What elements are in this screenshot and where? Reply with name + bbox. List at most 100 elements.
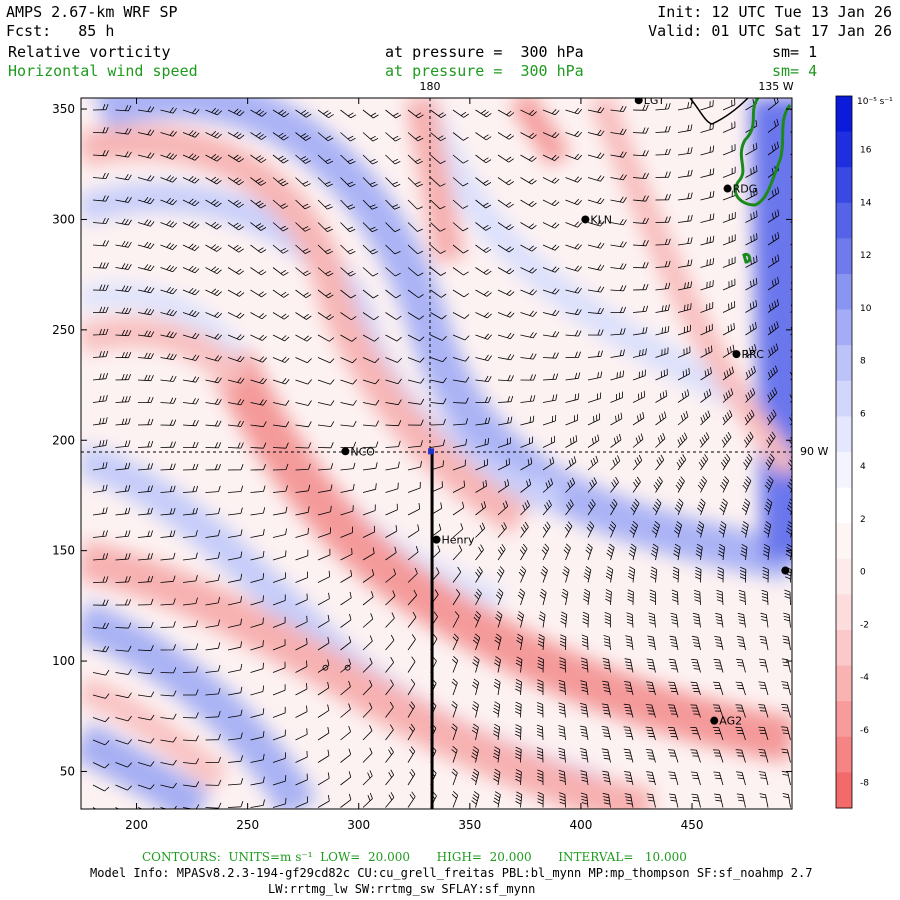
wind-barb <box>646 793 656 808</box>
wind-barb <box>452 267 469 276</box>
wind-barb <box>137 352 154 360</box>
wind-barb <box>699 432 710 448</box>
wind-barb <box>205 244 222 252</box>
wind-barb <box>700 345 713 358</box>
wind-barb <box>340 636 352 651</box>
x-tick-label: 300 <box>347 818 370 832</box>
wind-barb <box>497 437 511 448</box>
wind-barb <box>182 485 199 493</box>
pressure-2-label: at pressure = 300 hPa <box>385 62 584 80</box>
wind-barb <box>160 264 178 273</box>
wind-barb <box>227 618 242 628</box>
wind-barb <box>579 725 589 741</box>
wind-barb <box>655 125 671 133</box>
wind-barb <box>497 544 506 561</box>
wind-barb <box>250 377 267 385</box>
wind-barb <box>700 323 713 336</box>
wind-barb <box>160 552 176 561</box>
wind-barb <box>520 457 533 471</box>
wind-barb <box>610 196 627 203</box>
wind-barb <box>452 588 461 606</box>
wind-barb <box>317 177 333 187</box>
wind-barb <box>520 331 537 339</box>
wind-barb <box>735 726 746 741</box>
wind-barb <box>587 350 603 358</box>
wind-barb <box>520 222 537 230</box>
wind-barb <box>160 130 177 137</box>
wind-barb <box>160 309 177 317</box>
wind-barb <box>744 409 755 426</box>
wind-barb <box>317 570 331 583</box>
wind-barb <box>520 289 537 296</box>
station-label: LGT <box>644 94 665 107</box>
wind-barb <box>497 311 515 318</box>
wind-barb <box>272 797 287 808</box>
wind-barb <box>565 456 577 471</box>
wind-barb <box>690 704 701 718</box>
wind-barb <box>452 132 469 141</box>
wind-barb <box>385 399 402 406</box>
wind-barb <box>587 329 604 336</box>
wind-barb <box>160 485 176 493</box>
wind-barb <box>475 544 484 561</box>
wind-barb <box>565 107 583 115</box>
wind-barb <box>182 153 200 161</box>
wind-barb <box>520 109 537 117</box>
wind-barb <box>182 332 200 340</box>
wind-barb <box>745 188 758 201</box>
wind-barb <box>407 461 422 471</box>
wind-barb <box>362 379 380 385</box>
wind-barb <box>115 715 132 722</box>
wind-barb <box>340 109 357 119</box>
wind-barb <box>317 795 330 808</box>
wind-barb <box>250 109 267 117</box>
wind-barb <box>762 566 769 583</box>
wind-barb <box>605 566 614 583</box>
wind-barb <box>565 414 578 426</box>
wind-barb <box>497 109 515 117</box>
wind-barb <box>700 280 714 291</box>
colorbar-swatch <box>836 772 852 809</box>
wind-barb <box>452 199 469 209</box>
wind-barb <box>115 762 132 768</box>
wind-barb <box>601 726 611 741</box>
wind-barb <box>160 805 177 809</box>
wind-barb <box>137 737 155 744</box>
wind-barb <box>92 553 109 561</box>
colorbar-swatch <box>836 736 852 773</box>
wind-barb <box>471 768 480 786</box>
wind-barb <box>624 681 634 696</box>
meridian-180-label: 180 <box>420 80 441 93</box>
colorbar-swatch <box>836 487 852 524</box>
wind-barb <box>632 195 649 202</box>
wind-barb <box>632 262 649 269</box>
wind-barb <box>205 574 220 583</box>
wind-barb <box>495 610 503 628</box>
wind-barb <box>668 749 679 763</box>
wind-barb <box>719 498 728 516</box>
wind-barb <box>632 412 645 426</box>
wind-barb <box>92 645 110 653</box>
wind-barb <box>317 614 330 628</box>
wind-barb <box>655 148 671 156</box>
wind-barb <box>655 454 665 471</box>
wind-barb <box>92 284 109 291</box>
wind-barb <box>655 304 670 313</box>
wind-barb <box>698 454 709 471</box>
wind-barb <box>720 453 731 471</box>
x-tick-label: 450 <box>681 818 704 832</box>
wind-barb <box>272 267 289 276</box>
wind-barb <box>587 477 597 493</box>
wind-barb <box>317 749 330 763</box>
wind-barb <box>362 591 374 606</box>
model-info-line-2: LW:rrtmg_lw SW:rrtmg_sw SFLAY:sf_mynn <box>268 882 536 896</box>
wind-barb <box>92 217 109 224</box>
wind-barb <box>452 334 470 341</box>
wind-barb <box>205 107 222 116</box>
wind-barb <box>205 376 222 384</box>
wind-barb <box>340 613 352 628</box>
colorbar-tick-label: 0 <box>860 568 866 578</box>
wind-barb <box>632 369 646 381</box>
wind-barb <box>92 328 109 336</box>
wind-barb <box>407 199 423 210</box>
